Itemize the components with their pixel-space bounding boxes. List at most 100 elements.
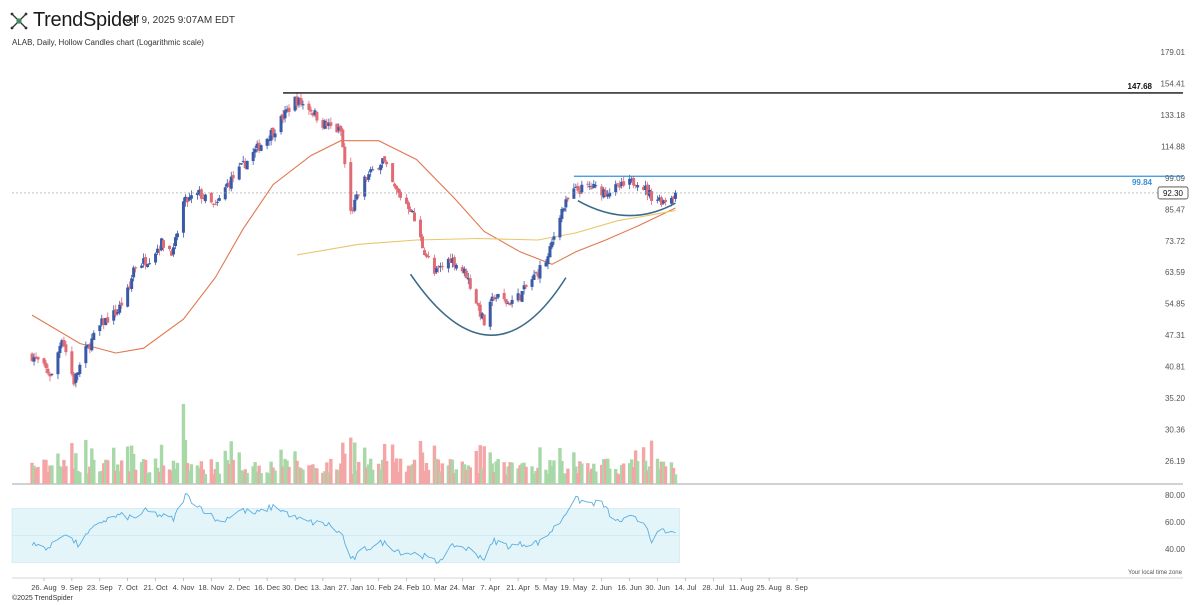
volume-bar: [476, 473, 480, 484]
candle-body: [432, 257, 436, 274]
volume-bar: [390, 444, 395, 484]
candle: [142, 253, 146, 268]
candle: [106, 312, 110, 323]
candle-body: [616, 183, 620, 185]
candle: [267, 135, 271, 146]
volume-bar: [504, 474, 508, 484]
volume-bar: [139, 462, 144, 484]
candle: [148, 258, 152, 265]
volume-bar: [647, 466, 652, 484]
candle-body: [600, 186, 604, 196]
candle-body: [365, 177, 369, 180]
volume-bar: [106, 460, 110, 484]
time-tick-label: 26. Aug: [31, 583, 56, 592]
candle: [546, 253, 550, 270]
volume-bar: [448, 459, 453, 484]
candle-body: [315, 111, 319, 121]
candle: [424, 253, 428, 259]
candle: [578, 186, 582, 198]
candle-body: [279, 116, 283, 133]
volume-bar: [335, 469, 339, 484]
candle: [656, 195, 660, 204]
candle: [311, 112, 315, 118]
volume-bar: [265, 472, 269, 484]
volume-bar: [251, 466, 255, 484]
candle-body: [664, 199, 668, 203]
candle: [102, 317, 106, 330]
volume-bar: [64, 466, 68, 484]
candle: [44, 359, 48, 373]
candle: [279, 114, 283, 135]
candle: [436, 265, 440, 273]
candle: [130, 274, 134, 292]
candle: [506, 300, 510, 305]
candle-body: [636, 185, 640, 188]
candle: [530, 276, 534, 291]
candle-body: [476, 302, 480, 306]
candle-body: [203, 194, 207, 202]
candle-body: [116, 312, 120, 314]
candle: [140, 263, 144, 269]
candle: [46, 364, 50, 376]
volume-bar: [281, 466, 285, 484]
volume-bar: [199, 461, 204, 484]
volume-bar: [257, 465, 261, 484]
candle-body: [76, 372, 80, 375]
volume-bar: [426, 469, 431, 484]
candle: [255, 140, 259, 153]
time-tick-label: 21. Apr: [506, 583, 530, 592]
candle-body: [183, 196, 187, 202]
candle: [114, 304, 118, 318]
candle-body: [482, 314, 486, 326]
candle-body: [148, 263, 152, 265]
volume-bar: [370, 469, 375, 484]
volume-bar: [125, 446, 130, 484]
candle: [466, 272, 470, 285]
volume-bar: [92, 459, 96, 484]
volume-bar: [418, 440, 423, 484]
candle-body: [106, 317, 110, 323]
candle-body: [293, 96, 297, 111]
candle: [211, 203, 215, 208]
candle-body: [644, 185, 648, 190]
candle-body: [213, 203, 217, 205]
candle: [369, 166, 373, 177]
candle: [70, 346, 74, 377]
candle: [134, 266, 138, 273]
volume-bar: [436, 459, 441, 484]
candle: [285, 105, 289, 113]
candle-body: [48, 373, 52, 377]
candle: [558, 215, 562, 241]
volume-bar: [643, 460, 648, 484]
candle: [490, 292, 494, 307]
candle-body: [325, 122, 329, 126]
candle: [564, 195, 568, 212]
volume-bar: [355, 470, 359, 484]
candle-body: [126, 287, 130, 307]
candle: [213, 199, 217, 206]
volume-bar: [627, 463, 632, 484]
candle: [243, 158, 247, 169]
candle-body: [341, 129, 345, 148]
slow-moving-average: [31, 140, 676, 354]
candle: [215, 198, 219, 206]
candle-body: [562, 208, 566, 211]
candle-body: [494, 297, 498, 299]
candle-body: [309, 109, 313, 112]
candle: [154, 252, 158, 265]
candle-body: [140, 265, 144, 268]
candle: [253, 145, 257, 158]
candle-body: [538, 265, 542, 279]
candle: [365, 177, 369, 182]
volume-bar: [70, 443, 74, 484]
moving-averages: [31, 140, 676, 354]
candle: [488, 298, 492, 331]
time-tick-label: 2. Jun: [592, 583, 612, 592]
candle: [397, 187, 401, 198]
volume-bar: [440, 463, 445, 484]
volume-bar: [657, 469, 662, 484]
candle: [281, 109, 285, 124]
candle: [432, 254, 436, 276]
candle-body: [283, 110, 287, 119]
candle: [229, 171, 233, 192]
